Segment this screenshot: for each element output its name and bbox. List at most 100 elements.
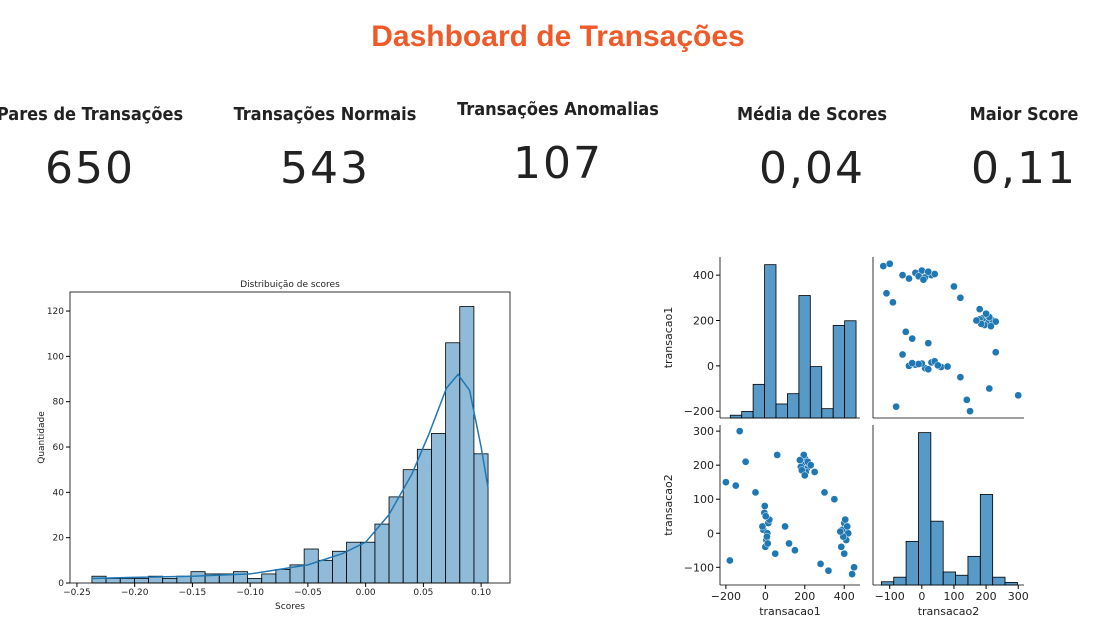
scatter-point bbox=[848, 570, 856, 578]
bar bbox=[832, 325, 846, 419]
bar bbox=[741, 411, 754, 419]
scatter-point bbox=[731, 481, 740, 490]
scatter-point bbox=[763, 532, 771, 541]
scatter-point bbox=[837, 543, 846, 551]
scatter-point bbox=[882, 289, 891, 298]
bar bbox=[1004, 581, 1018, 586]
x-tick-label: −0.20 bbox=[121, 588, 149, 598]
y-tick-label: −100 bbox=[684, 561, 714, 574]
kpi-value: 543 bbox=[280, 143, 370, 194]
y-axis-label: Quantidade bbox=[37, 411, 47, 464]
scatter-point bbox=[836, 527, 845, 536]
kpi-card: Transações Normais 543 bbox=[215, 104, 435, 194]
y-tick-label: 100 bbox=[693, 493, 714, 506]
kpi-card: Transações Anomalias 107 bbox=[448, 99, 668, 189]
x-tick-label: 200 bbox=[794, 590, 815, 603]
plot-frame bbox=[69, 291, 511, 584]
scatter-point bbox=[785, 539, 793, 548]
bar bbox=[233, 571, 248, 584]
scatter-point bbox=[943, 362, 952, 371]
bar bbox=[955, 574, 969, 586]
scatter-point bbox=[741, 457, 750, 466]
y-tick-label: 200 bbox=[693, 459, 714, 472]
scatter-point bbox=[806, 461, 815, 470]
kpi-label: Transações Anomalias bbox=[457, 99, 659, 120]
y-tick-label: −200 bbox=[684, 405, 714, 418]
bar bbox=[893, 576, 907, 586]
bar bbox=[119, 578, 135, 584]
scatter-point bbox=[800, 471, 809, 480]
kpi-label: Média de Scores bbox=[736, 104, 888, 125]
dashboard-title: Dashboard de Transações bbox=[371, 20, 745, 53]
bar bbox=[918, 432, 932, 586]
kpi-label: Maior Score bbox=[969, 104, 1079, 125]
scatter-point bbox=[898, 271, 907, 279]
y-tick-label: 0 bbox=[58, 579, 64, 589]
bar bbox=[374, 523, 390, 584]
scatter-point bbox=[761, 512, 770, 521]
bar bbox=[905, 540, 919, 586]
y-tick-label: 100 bbox=[47, 352, 64, 362]
bar bbox=[752, 383, 765, 419]
scatter-point bbox=[930, 270, 939, 278]
chart-title: Distribuição de scores bbox=[240, 280, 340, 290]
scatter-point bbox=[966, 407, 974, 416]
scatter-point bbox=[987, 322, 995, 331]
scatter-point bbox=[726, 556, 734, 565]
kpi-label: Pares de Transações bbox=[0, 104, 184, 125]
scatter-point bbox=[1014, 391, 1023, 400]
scatter-point bbox=[722, 478, 730, 487]
bar bbox=[105, 578, 121, 584]
x-tick-label: 0.10 bbox=[471, 588, 491, 598]
y-tick-label: 80 bbox=[53, 398, 65, 408]
x-tick-label: −0.10 bbox=[236, 588, 264, 598]
x-tick-label: 0.00 bbox=[356, 588, 376, 598]
x-tick-label: 400 bbox=[834, 590, 855, 603]
scatter-point bbox=[991, 348, 1000, 357]
scatter-point bbox=[889, 298, 897, 307]
bar bbox=[247, 578, 263, 584]
scatter-point bbox=[830, 495, 839, 504]
y-tick-label: 20 bbox=[53, 534, 65, 544]
x-tick-label: 100 bbox=[943, 590, 964, 603]
scatter-point bbox=[914, 360, 923, 368]
x-tick-label: 0.05 bbox=[413, 588, 433, 598]
x-tick-label: −0.25 bbox=[63, 588, 91, 598]
scatter-point bbox=[799, 451, 808, 459]
scatter-point bbox=[908, 334, 917, 343]
scatter-point bbox=[840, 549, 849, 558]
y-tick-label: 300 bbox=[693, 425, 714, 438]
scatter-point bbox=[760, 502, 769, 510]
y-tick-label: 200 bbox=[693, 314, 714, 327]
scatter-point bbox=[908, 359, 917, 367]
bar bbox=[809, 366, 823, 419]
scatter-point bbox=[898, 350, 907, 359]
bar bbox=[162, 578, 178, 584]
x-tick-label: 200 bbox=[976, 590, 997, 603]
scatter-point bbox=[985, 384, 994, 393]
x-tick-label: −100 bbox=[875, 590, 905, 603]
bar bbox=[729, 414, 743, 419]
bar bbox=[303, 548, 319, 584]
scatter-point bbox=[924, 339, 933, 348]
kpi-card: Maior Score 0,11 bbox=[914, 104, 1116, 194]
bar bbox=[979, 494, 994, 586]
x-tick-label: 0 bbox=[918, 590, 925, 603]
scatter-point bbox=[905, 274, 913, 283]
x-axis-label: transacao1 bbox=[759, 605, 821, 618]
kpi-label: Transações Normais bbox=[233, 104, 417, 125]
scatter-point bbox=[991, 317, 1000, 326]
x-tick-label: −0.15 bbox=[179, 588, 207, 598]
y-tick-label: 0 bbox=[707, 527, 714, 540]
bar bbox=[445, 342, 461, 584]
bar bbox=[416, 448, 432, 584]
y-axis-label: transacao2 bbox=[662, 474, 675, 536]
scatter-point bbox=[956, 373, 965, 382]
scatter-point bbox=[975, 305, 984, 314]
kpi-value: 650 bbox=[45, 143, 135, 194]
scatter-point bbox=[820, 488, 829, 497]
scatter-point bbox=[956, 293, 965, 302]
scatter-point bbox=[885, 259, 894, 268]
